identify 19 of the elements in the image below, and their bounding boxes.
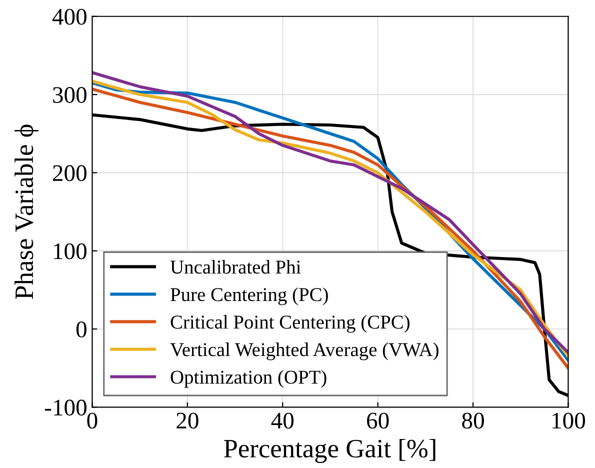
y-tick-label: 100 (54, 243, 86, 260)
legend-label: Pure Centering (PC) (170, 287, 328, 306)
y-axis-title: Phase Variable ϕ (14, 124, 39, 300)
legend-label: Uncalibrated Phi (170, 260, 301, 274)
y-tick-label: 300 (53, 87, 86, 103)
x-tick-label: 20 (176, 412, 198, 429)
y-tick-label: 0 (76, 321, 86, 338)
x-tick-label: 40 (271, 412, 294, 429)
x-tick-label: 0 (87, 412, 98, 429)
legend-label: Vertical Weighted Average (VWA) (170, 342, 438, 360)
legend-label: Critical Point Centering (CPC) (170, 315, 410, 333)
x-tick-label: 100 (552, 412, 586, 429)
y-tick-label: -100 (44, 400, 86, 416)
x-tick-label: 80 (462, 412, 484, 429)
y-tick-label: 200 (52, 165, 86, 182)
x-axis-title: Percentage Gait [%] (224, 438, 436, 463)
legend-label: Optimization (OPT) (170, 370, 326, 388)
y-tick-label: 400 (52, 8, 86, 25)
x-tick-label: 60 (367, 412, 389, 429)
